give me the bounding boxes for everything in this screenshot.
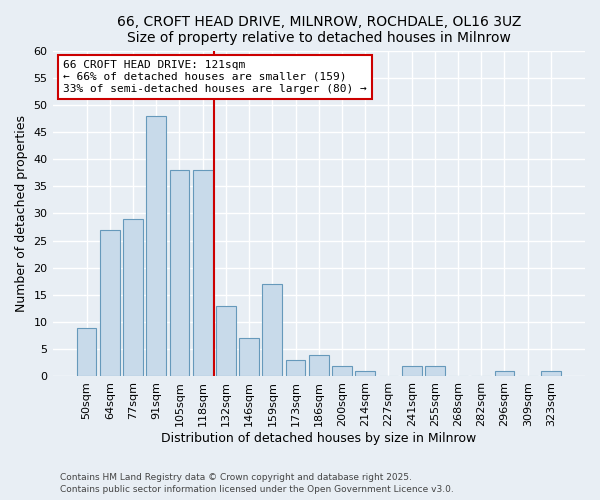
Bar: [494, 371, 514, 376]
Bar: [402, 366, 422, 376]
Y-axis label: Number of detached properties: Number of detached properties: [15, 115, 28, 312]
Bar: [425, 366, 445, 376]
X-axis label: Distribution of detached houses by size in Milnrow: Distribution of detached houses by size …: [161, 432, 476, 445]
Text: Contains HM Land Registry data © Crown copyright and database right 2025.: Contains HM Land Registry data © Crown c…: [60, 473, 412, 482]
Bar: [262, 284, 282, 376]
Text: 66 CROFT HEAD DRIVE: 121sqm
← 66% of detached houses are smaller (159)
33% of se: 66 CROFT HEAD DRIVE: 121sqm ← 66% of det…: [63, 60, 367, 94]
Bar: [146, 116, 166, 376]
Title: 66, CROFT HEAD DRIVE, MILNROW, ROCHDALE, OL16 3UZ
Size of property relative to d: 66, CROFT HEAD DRIVE, MILNROW, ROCHDALE,…: [116, 15, 521, 45]
Bar: [332, 366, 352, 376]
Bar: [193, 170, 212, 376]
Bar: [355, 371, 375, 376]
Bar: [309, 354, 329, 376]
Bar: [170, 170, 190, 376]
Bar: [216, 306, 236, 376]
Text: Contains public sector information licensed under the Open Government Licence v3: Contains public sector information licen…: [60, 486, 454, 494]
Bar: [77, 328, 97, 376]
Bar: [123, 219, 143, 376]
Bar: [100, 230, 119, 376]
Bar: [286, 360, 305, 376]
Bar: [239, 338, 259, 376]
Bar: [541, 371, 561, 376]
